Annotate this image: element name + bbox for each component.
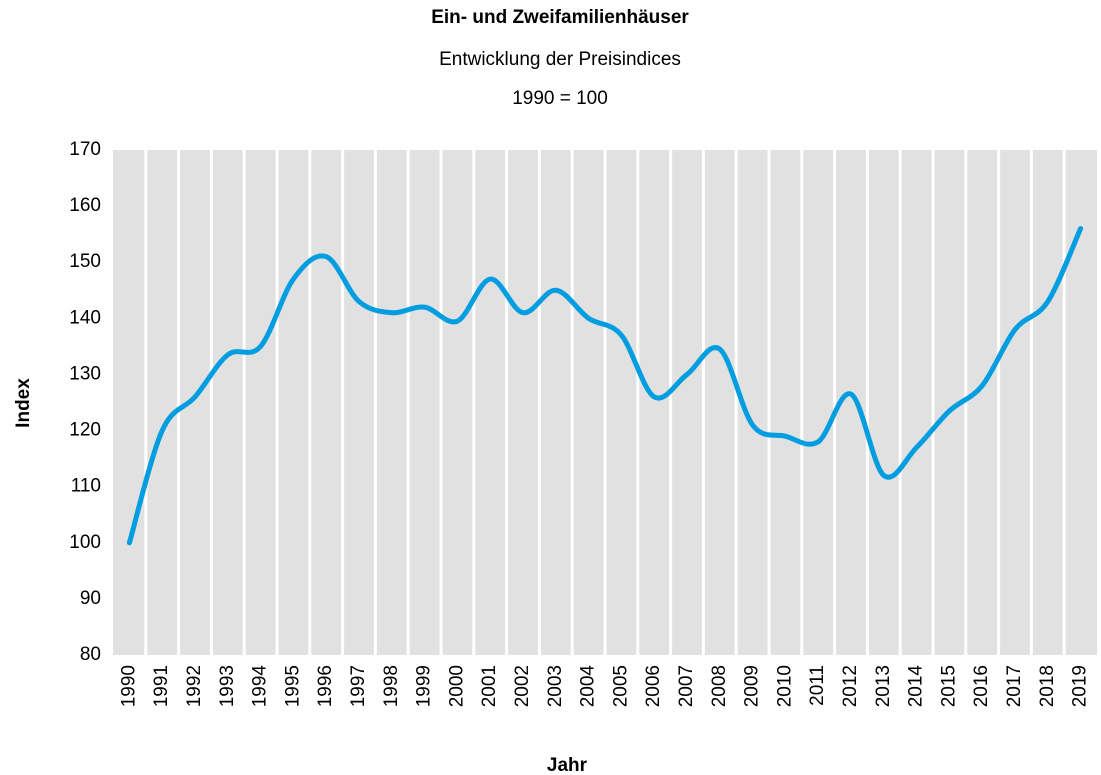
x-tick-label: 2001 xyxy=(479,665,500,707)
x-tick-label: 2018 xyxy=(1037,665,1058,707)
x-tick-label: 2016 xyxy=(971,665,992,707)
y-tick-label: 110 xyxy=(71,476,101,497)
y-tick-label: 150 xyxy=(69,251,101,272)
y-tick-label: 130 xyxy=(69,363,101,384)
x-tick-label: 2015 xyxy=(938,665,959,707)
x-tick-label: 1998 xyxy=(381,665,402,707)
y-tick-label: 140 xyxy=(69,307,101,328)
x-tick-label: 1993 xyxy=(217,665,238,707)
x-tick-label: 2007 xyxy=(676,665,697,707)
x-tick-label: 2010 xyxy=(774,665,795,707)
x-tick-label: 2000 xyxy=(446,665,467,707)
x-tick-label: 2002 xyxy=(512,665,533,707)
x-tick-label: 2004 xyxy=(578,665,599,708)
x-tick-label: 1995 xyxy=(282,665,303,707)
x-tick-label: 2019 xyxy=(1070,665,1091,707)
x-tick-label: 2003 xyxy=(545,665,566,707)
x-tick-label: 2014 xyxy=(906,665,927,708)
x-tick-label: 2008 xyxy=(709,665,730,707)
x-tick-label: 2005 xyxy=(610,665,631,707)
x-tick-label: 1999 xyxy=(414,665,435,707)
x-tick-label: 2013 xyxy=(873,665,894,707)
x-tick-label: 2012 xyxy=(840,665,861,707)
y-tick-label: 90 xyxy=(80,588,101,609)
x-tick-label: 1990 xyxy=(118,665,139,707)
x-axis-title: Jahr xyxy=(547,755,588,775)
x-tick-label: 1992 xyxy=(184,665,205,707)
y-tick-label: 160 xyxy=(69,195,101,216)
x-tick-label: 2011 xyxy=(807,665,828,706)
y-tick-label: 80 xyxy=(80,644,101,665)
x-tick-label: 1997 xyxy=(348,665,369,707)
x-tick-label: 1994 xyxy=(250,665,271,708)
x-tick-label: 1996 xyxy=(315,665,336,707)
y-tick-label: 170 xyxy=(69,139,101,160)
x-tick-label: 2009 xyxy=(742,665,763,707)
y-axis-title: Index xyxy=(13,378,34,428)
chart-title: Ein- und Zweifamilienhäuser xyxy=(431,7,689,28)
x-tick-label: 2006 xyxy=(643,665,664,707)
y-tick-label: 100 xyxy=(69,532,101,553)
chart-subtitle: Entwicklung der Preisindices xyxy=(439,49,681,70)
data-line xyxy=(126,226,1084,546)
y-tick-label: 120 xyxy=(69,420,101,441)
chart-subtitle: 1990 = 100 xyxy=(512,88,608,109)
x-tick-label: 2017 xyxy=(1004,665,1025,707)
x-tick-label: 1991 xyxy=(151,665,172,707)
